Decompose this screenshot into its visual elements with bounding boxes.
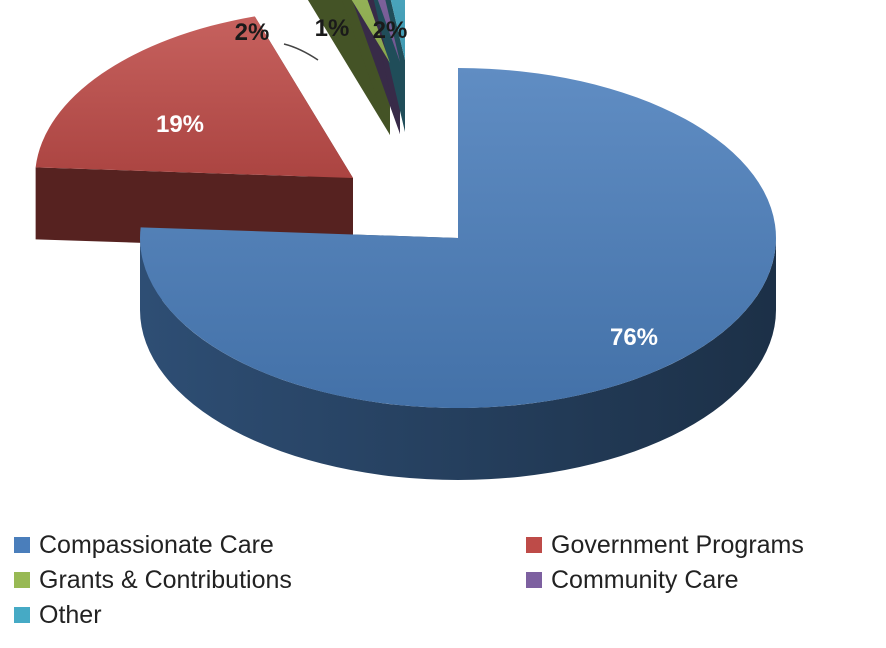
legend-item-grants-contributions: Grants & Contributions <box>14 563 292 597</box>
legend-label: Grants & Contributions <box>39 565 292 594</box>
data-label-community-care: 1% <box>315 15 350 42</box>
legend-swatch <box>526 572 542 588</box>
legend-label: Government Programs <box>551 530 804 559</box>
legend-item-community-care: Community Care <box>526 563 739 597</box>
legend-swatch <box>14 572 30 588</box>
data-label-compassionate-care: 76% <box>610 324 658 351</box>
leader-lines <box>283 43 319 61</box>
pie-slice-government-programs <box>35 16 353 179</box>
legend-item-government-programs: Government Programs <box>526 528 804 562</box>
slice-wall-government-programs-start <box>35 167 353 250</box>
legend-label: Community Care <box>551 565 739 594</box>
legend-swatch <box>14 607 30 623</box>
pie-slices <box>35 0 776 408</box>
data-label-grants-contributions: 2% <box>235 19 270 46</box>
data-labels: 76% 19% 2% 1% 2% <box>156 15 658 351</box>
pie-slice-grants-contributions <box>351 0 390 63</box>
legend-swatch <box>526 537 542 553</box>
legend-item-other: Other <box>14 598 102 632</box>
pie-slice-compassionate-care <box>140 68 776 408</box>
data-label-other: 2% <box>373 17 408 44</box>
legend-label: Compassionate Care <box>39 530 274 559</box>
slice-side-compassionate-care <box>140 238 776 480</box>
legend-swatch <box>14 537 30 553</box>
pie-slice-community-care <box>377 0 400 62</box>
slice-wall-other-start <box>373 0 405 132</box>
leader-line-grants-contributions <box>283 43 319 61</box>
legend-label: Other <box>39 600 102 629</box>
legend-item-compassionate-care: Compassionate Care <box>14 528 274 562</box>
data-label-government-programs: 19% <box>156 111 204 138</box>
pie-slice-other <box>390 0 405 60</box>
